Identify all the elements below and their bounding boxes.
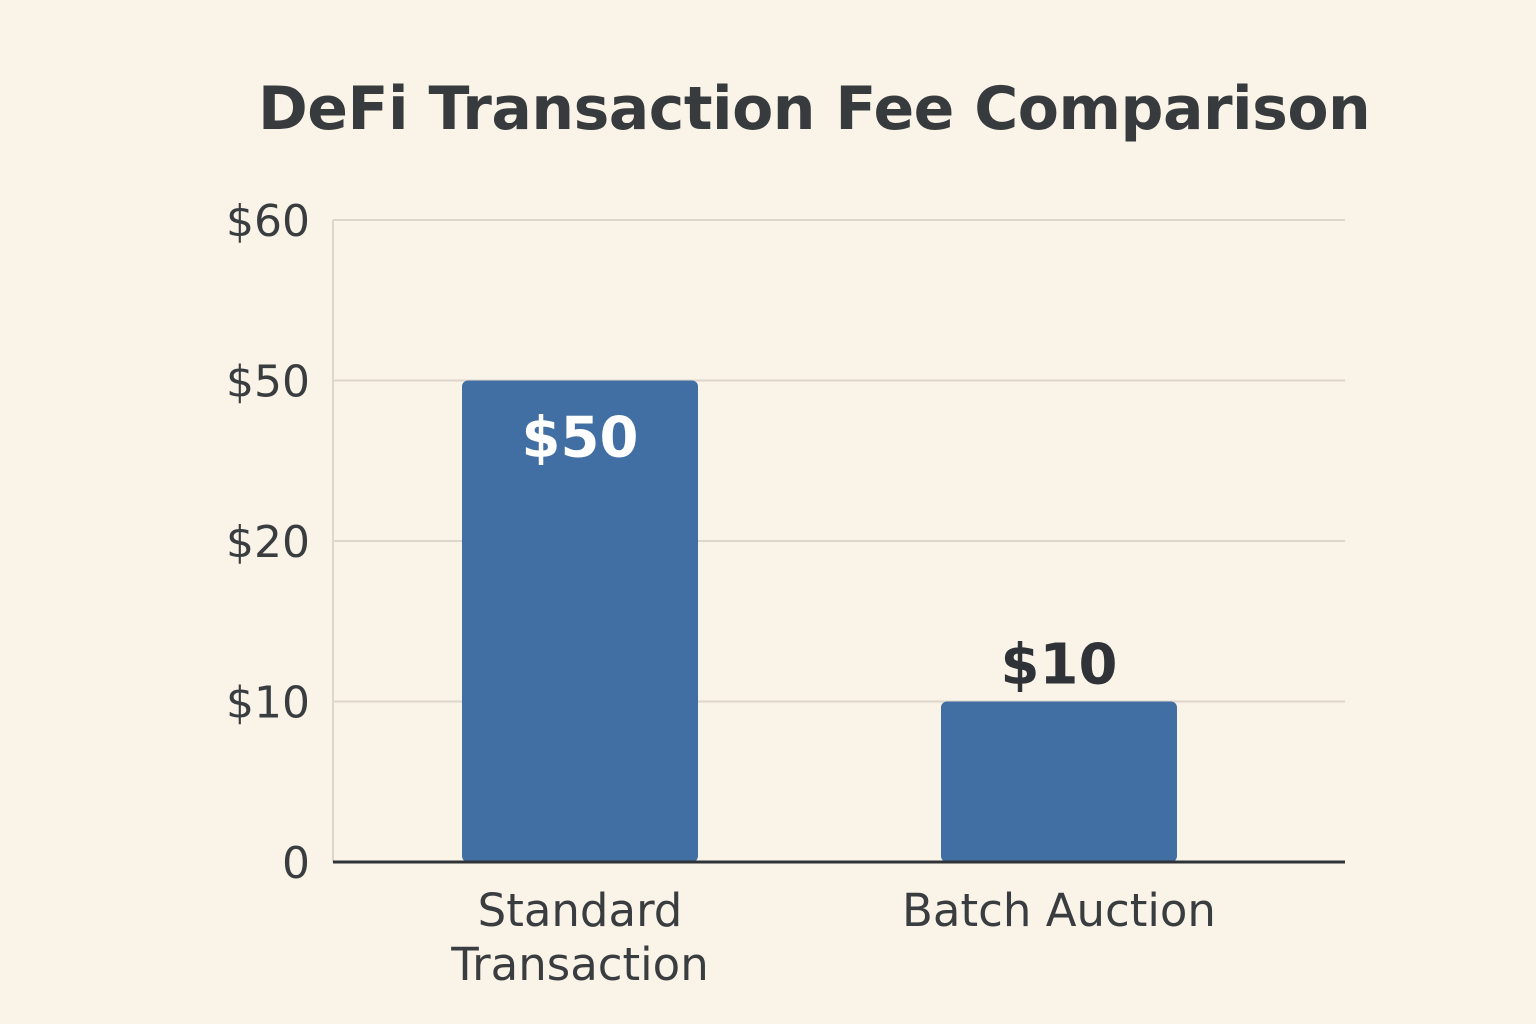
y-tick-label: $60 xyxy=(226,196,310,247)
x-tick-label: Batch Auction xyxy=(902,884,1216,937)
y-tick-label: $20 xyxy=(226,517,310,568)
data-label: $10 xyxy=(1001,633,1118,698)
bar xyxy=(941,701,1177,862)
chart-title: DeFi Transaction Fee Comparison xyxy=(258,74,1371,144)
y-tick-label: 0 xyxy=(282,838,310,889)
x-tick-label: Standard xyxy=(478,884,683,937)
y-tick-label: $10 xyxy=(226,678,310,729)
y-tick-label: $50 xyxy=(226,357,310,408)
x-tick-label: Transaction xyxy=(450,938,708,991)
bar xyxy=(462,380,698,862)
data-label: $50 xyxy=(522,406,639,471)
